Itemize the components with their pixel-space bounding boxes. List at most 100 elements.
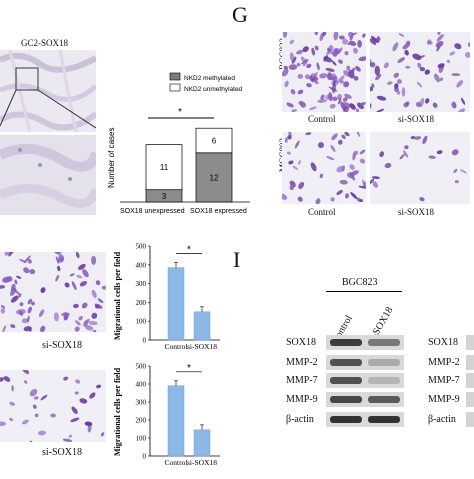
stained-cell [284,80,289,88]
stained-cell [24,255,31,263]
western-row-label: MMP-7 [286,375,318,386]
stained-cell [302,58,308,67]
stacked-bar-value-methylated: 12 [210,173,219,182]
stained-cell [446,59,451,64]
stained-cell [9,418,14,421]
stained-cell [353,75,359,81]
stained-cell [355,132,361,137]
stained-cell [392,42,399,52]
stained-cell [451,101,457,109]
stained-cell [349,164,355,170]
y-tick-label: 200 [136,417,147,425]
stacked-bar-xlabel-expressed: SOX18 expressed [190,208,247,215]
stained-cell [355,108,360,112]
y-tick-label: 300 [136,280,147,288]
stained-cell [386,81,393,85]
stained-cell [404,49,409,56]
stained-cell [296,62,301,67]
western-blot-strip [326,373,404,388]
stained-cell [78,263,86,270]
stained-cell [76,275,83,279]
western-blot-strip-right [466,335,474,350]
stained-cell [315,198,321,204]
stained-cell [396,91,401,95]
stained-cell [62,438,73,442]
western-band [330,377,362,384]
stained-cell [417,62,422,69]
stained-cell [306,83,312,88]
migration-image-bgc823-control [282,32,366,112]
stained-cell [305,132,312,136]
western-blot-strip [326,392,404,407]
stained-cell [338,35,345,40]
migration-bar-xlabel: si-SOX18 [187,458,217,467]
stained-cell [337,139,343,145]
western-band [330,339,362,346]
stained-cell [78,315,83,321]
migration-bar [167,385,185,457]
stained-cell [73,303,79,309]
stained-cell [95,280,101,286]
stained-cell [287,135,292,140]
stained-cell [456,108,466,112]
stained-cell [416,81,423,88]
stacked-bar-xlabel-unexpressed: SOX18 unexpressed [120,208,185,215]
stained-cell [460,169,467,174]
stained-cell [328,45,334,52]
stained-cell [27,298,33,305]
stained-cell [87,423,92,433]
western-row-label: MMP-9 [286,394,318,405]
stained-cell [345,193,349,199]
legend-label-methylated: NKD2 methylated [184,75,235,82]
stained-cell [97,298,104,303]
stained-cell [384,162,392,169]
stained-cell [310,162,317,172]
stacked-bar-value-unmethylated: 6 [212,137,217,146]
stained-cell [370,38,377,45]
migration-bar-xlabel: Control [165,458,188,467]
stained-cell [54,252,62,255]
legend-swatch-methylated [169,72,181,81]
stained-cell [50,413,56,418]
stained-cell [0,304,6,309]
stained-cell [38,430,46,436]
col-label-control-mgc803: Control [308,207,336,217]
stained-cell [83,320,88,327]
stained-cell [283,32,288,38]
stained-cell [343,106,350,112]
stained-cell [71,281,77,291]
stained-cell [346,65,351,71]
western-band [368,416,400,423]
stained-cell [33,396,39,400]
stained-cell [397,57,405,64]
stained-cell [282,68,289,77]
stained-cell [358,185,366,189]
stained-cell [314,32,318,35]
western-row-label: β-actin [286,414,314,425]
western-row-label: MMP-2 [286,357,318,368]
migration-bar [167,267,185,341]
stained-cell [437,32,441,36]
stained-cell [318,142,324,149]
western-cell-line: BGC823 [342,277,378,288]
stained-cell [317,99,327,103]
stacked-bar-chart: NKD2 methylated NKD2 unmethylated * Numb… [100,60,258,220]
stained-cell [348,40,357,47]
stained-cell [92,329,97,332]
y-tick-label: 400 [136,261,147,269]
stained-cell [422,135,428,145]
stained-cell [424,69,430,75]
stained-cell [336,189,343,196]
legend-swatch-unmethylated [169,83,181,92]
stained-cell [10,287,17,297]
stained-cell [404,145,409,150]
stained-cell [406,101,410,105]
stained-cell [344,51,349,56]
stained-cell [331,60,337,66]
stained-cell [383,62,389,69]
western-band [330,396,362,403]
migration-chart-ylabel: Migrational cells per field [113,367,122,456]
stained-cell [14,279,18,285]
stacked-bar-value-unmethylated: 11 [160,163,169,172]
western-band [368,377,400,384]
